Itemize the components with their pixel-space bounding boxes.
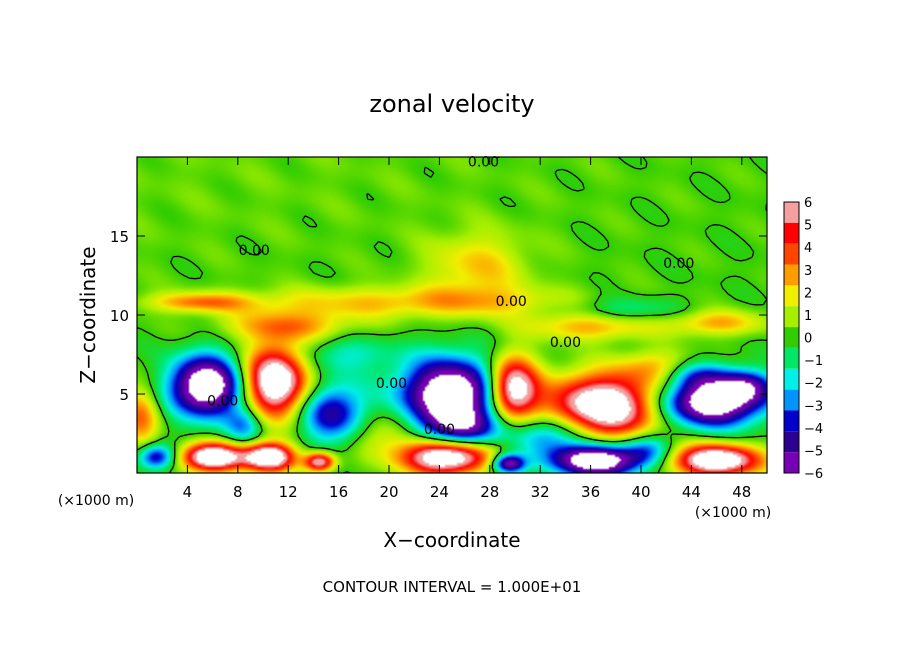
x-tick-label: 32: [531, 483, 550, 501]
colorbar-swatch: [784, 327, 799, 348]
contour-label: 0.00: [207, 393, 238, 409]
x-tick-label: 24: [430, 483, 449, 501]
colorbar-label: −2: [804, 377, 823, 392]
y-axis-label: Z−coordinate: [76, 246, 100, 383]
y-tick-label: 10: [110, 307, 129, 325]
contour-label: 0.00: [424, 422, 455, 438]
colorbar-swatch: [784, 264, 799, 286]
x-tick-label: 40: [631, 483, 650, 501]
contour-label: 0.00: [663, 256, 694, 272]
x-tick-label: 36: [581, 483, 600, 501]
colorbar-label: 0: [804, 332, 812, 347]
x-axis-label: X−coordinate: [383, 528, 520, 552]
y-tick-label: 15: [110, 228, 129, 246]
contour-label: 0.00: [550, 335, 581, 351]
colorbar-label: −5: [804, 444, 823, 459]
y-axis-ticks: 5 10 15: [110, 228, 767, 404]
zero-contours: [137, 157, 767, 473]
x-tick-label: 8: [233, 483, 243, 501]
colorbar-swatch: [784, 410, 799, 432]
colorbar-label: 1: [804, 309, 812, 324]
colorbar-swatch: [784, 368, 799, 390]
contour-labels: 0.00 0.00 0.00 0.00 0.00 0.00 0.00 0.00: [207, 155, 694, 438]
colorbar-label: −4: [804, 422, 823, 437]
zero-contour-line: [137, 157, 767, 473]
colorbar-swatch: [784, 222, 799, 244]
x-tick-label: 4: [183, 483, 193, 501]
y-tick-label: 5: [119, 386, 129, 404]
plot-area: 0.00 0.00 0.00 0.00 0.00 0.00 0.00 0.00: [136, 155, 768, 474]
colorbar-swatch: [784, 285, 799, 307]
colorbar-label: −1: [804, 354, 823, 369]
x-tick-label: 16: [329, 483, 348, 501]
x-tick-label: 12: [279, 483, 298, 501]
colorbar-label: 4: [804, 241, 812, 256]
contour-label: 0.00: [376, 376, 407, 392]
chart-title: zonal velocity: [369, 90, 534, 118]
x-tick-label: 28: [480, 483, 499, 501]
colorbar-label: −6: [804, 467, 823, 482]
colorbar-label: −3: [804, 399, 823, 414]
colorbar-label: 2: [804, 286, 812, 301]
contour-label: 0.00: [496, 294, 527, 310]
x-tick-label: 48: [732, 483, 751, 501]
colorbar-swatch: [784, 306, 799, 328]
colorbar-swatch: [784, 431, 799, 453]
colorbar-swatch: [784, 452, 799, 473]
colorbar-frame: [783, 201, 800, 474]
x-unit-left: (×1000 m): [58, 493, 134, 509]
colorbar-swatch: [784, 202, 799, 223]
colorbar-swatch: [784, 347, 799, 369]
colorbar-label: 6: [804, 196, 812, 211]
colorbar-swatch: [784, 243, 799, 265]
x-axis-ticks: 4 8 12 16 20 24 28 32 36 40 44 48: [183, 157, 751, 501]
colorbar-label: 3: [804, 264, 812, 279]
contour-interval-note: CONTOUR INTERVAL = 1.000E+01: [323, 578, 582, 596]
x-tick-label: 44: [682, 483, 701, 501]
x-tick-label: 20: [379, 483, 398, 501]
contour-label: 0.00: [468, 155, 499, 171]
colorbar-label: 5: [804, 219, 812, 234]
colorbar: 6 5 4 3 2 1 0 −1 −2 −3 −4 −5 −6: [783, 196, 823, 482]
contour-label: 0.00: [239, 243, 270, 259]
colorbar-swatch: [784, 389, 799, 411]
x-unit-right: (×1000 m): [695, 505, 771, 521]
